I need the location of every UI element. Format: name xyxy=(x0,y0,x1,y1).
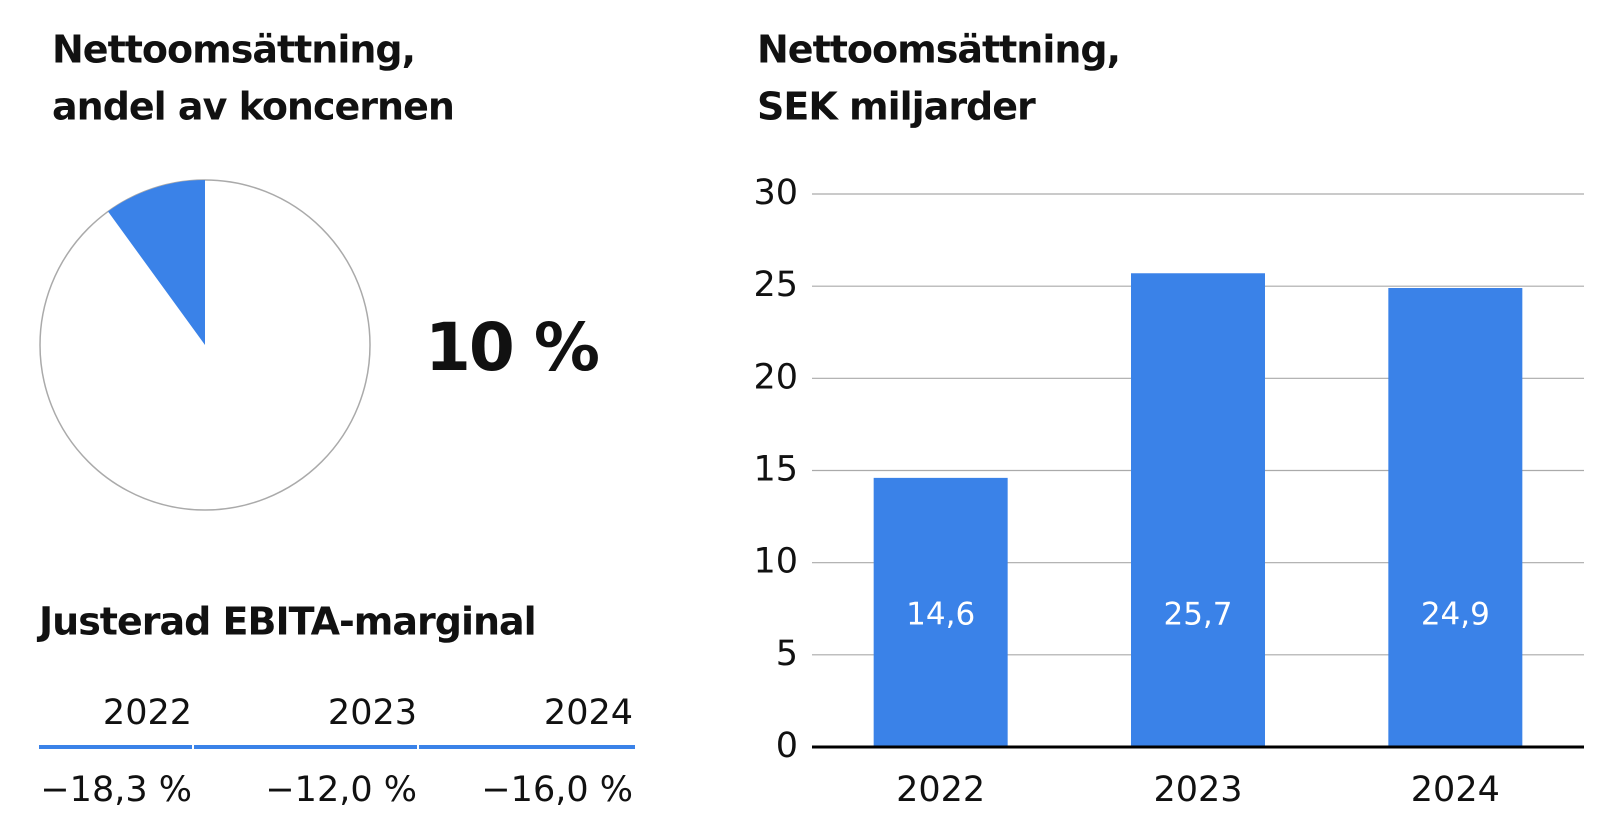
pie-title: Nettoomsättning, xyxy=(52,28,415,72)
y-tick-label: 15 xyxy=(753,450,798,490)
bar-value-label: 24,9 xyxy=(1421,597,1490,633)
y-tick-label: 0 xyxy=(776,726,798,766)
y-tick-label: 25 xyxy=(753,265,798,305)
table-cell: −16,0 % xyxy=(481,770,633,810)
bar-value-label: 14,6 xyxy=(906,597,975,633)
table-header: 2024 xyxy=(544,693,633,733)
table-header: 2023 xyxy=(328,693,417,733)
bar xyxy=(1388,288,1523,747)
y-tick-label: 30 xyxy=(753,173,798,213)
bar-value-label: 25,7 xyxy=(1163,597,1232,633)
pie-slice xyxy=(108,180,205,345)
y-tick-label: 10 xyxy=(753,542,798,582)
bar-title: Nettoomsättning, xyxy=(757,28,1120,72)
x-tick-label: 2023 xyxy=(1153,770,1242,810)
pie-title: andel av koncernen xyxy=(52,85,454,129)
bar-title: SEK miljarder xyxy=(757,85,1036,129)
table-header: 2022 xyxy=(103,693,192,733)
pie-value-label: 10 % xyxy=(425,309,599,386)
bar xyxy=(873,477,1008,747)
x-tick-label: 2022 xyxy=(896,770,985,810)
bar xyxy=(1131,273,1265,747)
table-cell: −18,3 % xyxy=(40,770,192,810)
y-tick-label: 5 xyxy=(776,634,798,674)
table-cell: −12,0 % xyxy=(265,770,417,810)
x-tick-label: 2024 xyxy=(1411,770,1500,810)
y-tick-label: 20 xyxy=(753,357,798,397)
table-title: Justerad EBITA-marginal xyxy=(36,600,536,644)
